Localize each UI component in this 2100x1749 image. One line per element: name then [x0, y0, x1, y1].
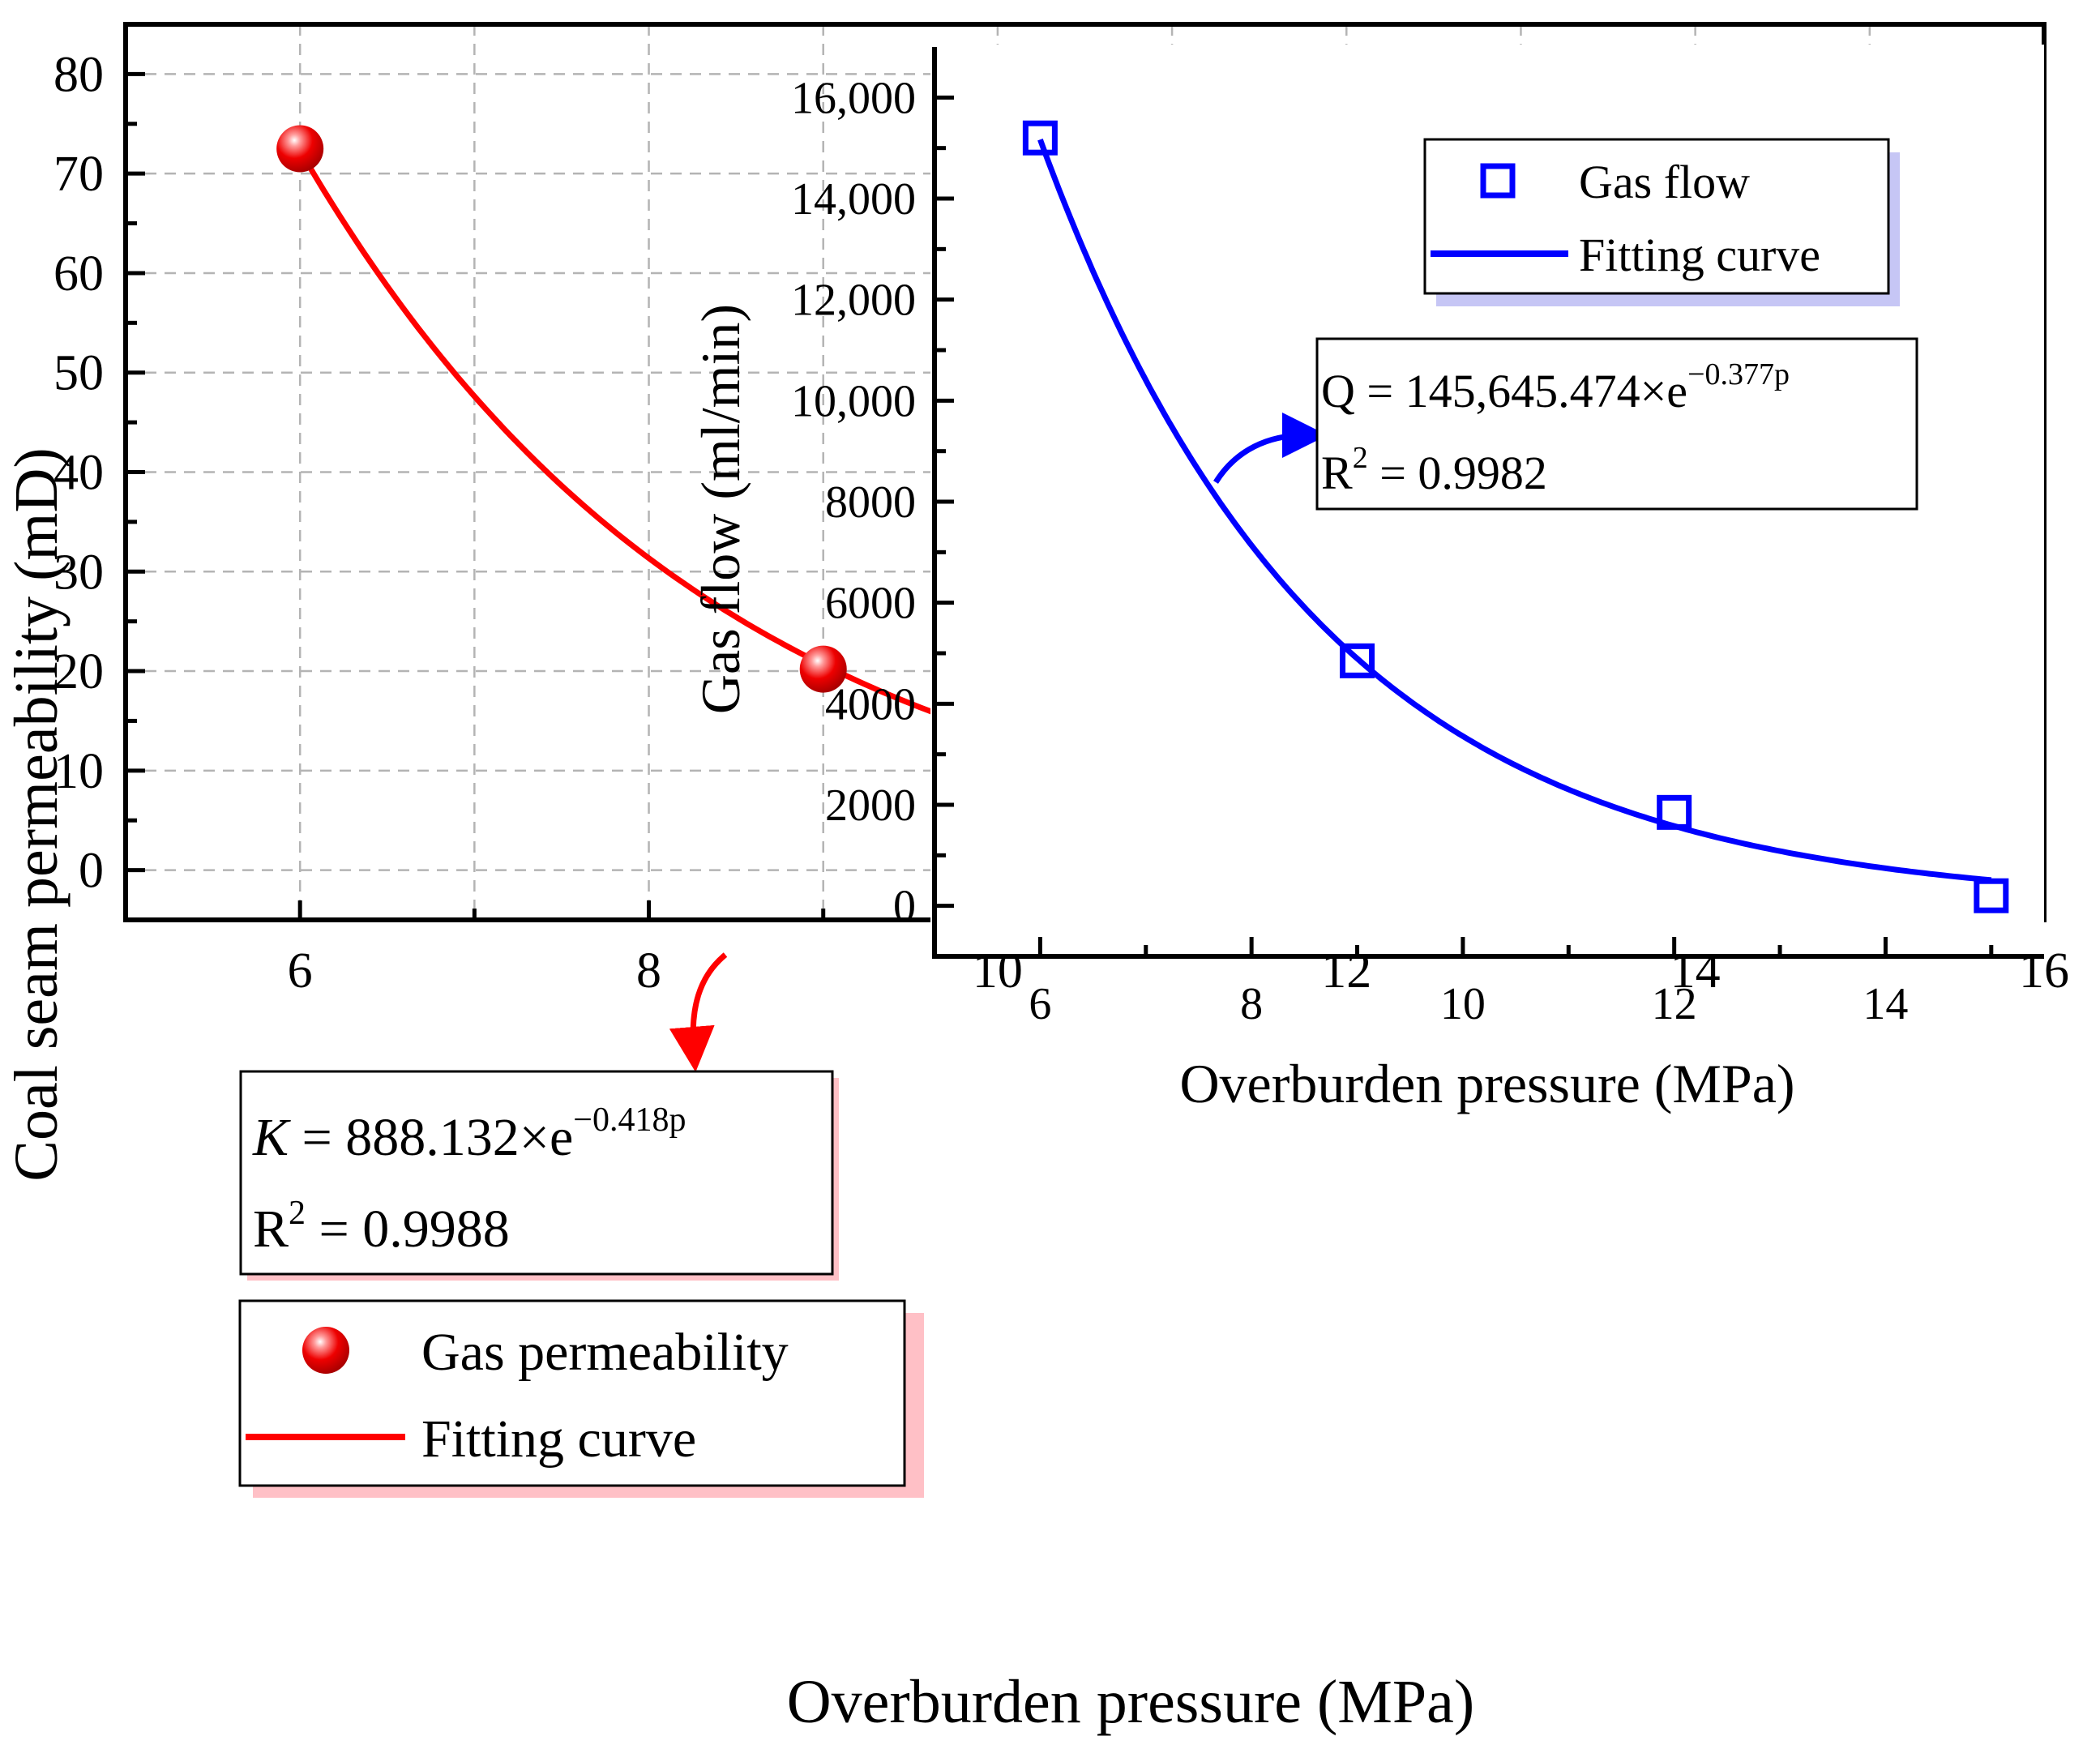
main-y-axis-title: Coal seam permeability (mD): [2, 447, 71, 1181]
main-y-tick-label: 20: [53, 644, 104, 699]
main-y-tick-label: 0: [79, 844, 104, 899]
inset-data-point: [1340, 643, 1375, 678]
main-equation-exponent: −0.418p: [573, 1101, 686, 1139]
inset-x-tick-label: 14: [1863, 979, 1908, 1029]
inset-y-tick-label: 8000: [825, 477, 916, 528]
main-equation-rest: = 888.132×e: [289, 1108, 573, 1167]
main-equation-text: K = 888.132×e−0.418p: [252, 1101, 686, 1167]
inset-y-tick-label: 10,000: [791, 376, 916, 426]
main-y-tick-label: 10: [53, 744, 104, 799]
inset-data-point: [1657, 794, 1692, 830]
main-equation-symbol: K: [252, 1108, 291, 1167]
main-x-axis-title: Overburden pressure (MPa): [787, 1668, 1474, 1736]
main-data-point: [276, 125, 324, 173]
inset-chart: 6 8 10 12 14 0 2000 4000 6000 8000 10,000 12,000 14…: [690, 45, 2044, 1114]
main-y-tick-label: 50: [53, 346, 104, 401]
inset-y-tick-label: 0: [893, 882, 916, 932]
main-equation-arrow: [669, 952, 728, 1072]
main-y-tick-label: 80: [53, 47, 104, 102]
legend-ball-marker-icon: [302, 1327, 349, 1374]
inset-y-tick-label: 14,000: [791, 174, 916, 225]
inset-data-point: [1022, 120, 1058, 156]
main-y-tick-label: 60: [53, 246, 104, 301]
main-r2-text: R2 = 0.9988: [253, 1195, 510, 1259]
inset-equation-lhs: Q = 145,645.474×e: [1321, 365, 1687, 417]
inset-x-tick-labels: 6 8 10 12 14: [1029, 979, 1908, 1029]
inset-y-axis-title: Gas flow (ml/min): [690, 304, 751, 714]
inset-y-tick-label: 12,000: [791, 276, 916, 326]
main-legend-marker-label: Gas permeability: [421, 1323, 789, 1382]
inset-y-tick-label: 4000: [825, 679, 916, 729]
inset-data-points: [1022, 120, 2009, 913]
inset-y-tick-label: 6000: [825, 579, 916, 629]
inset-equation-box: Q = 145,645.474×e−0.377p R2 = 0.9982: [1315, 337, 1918, 511]
inset-axis-frame: [932, 47, 2044, 959]
main-r2-value: = 0.9988: [306, 1199, 510, 1259]
main-y-tick-label: 40: [53, 446, 104, 501]
main-equation-box: K = 888.132×e−0.418p R2 = 0.9988: [239, 1070, 839, 1281]
inset-x-tick-label: 8: [1240, 979, 1263, 1029]
legend-square-marker-icon: [1480, 163, 1516, 199]
inset-x-axis-title: Overburden pressure (MPa): [1179, 1053, 1794, 1114]
inset-data-point: [1974, 878, 2009, 913]
main-x-tick-label: 6: [288, 943, 313, 999]
main-legend: Gas permeability Fitting curve: [238, 1299, 924, 1498]
inset-r2-value: = 0.9982: [1368, 447, 1547, 499]
inset-equation-arrow: [1213, 413, 1328, 484]
inset-x-tick-label: 6: [1029, 979, 1051, 1029]
inset-y-tick-label: 2000: [825, 780, 916, 831]
inset-y-tick-label: 16,000: [791, 73, 916, 123]
inset-equation-text: Q = 145,645.474×e−0.377p: [1321, 357, 1790, 417]
main-legend-line-label: Fitting curve: [421, 1409, 696, 1469]
inset-x-tick-label: 12: [1652, 979, 1697, 1029]
inset-tick-marks: [935, 95, 1994, 956]
inset-equation-exponent: −0.377p: [1687, 357, 1790, 391]
main-y-tick-label: 30: [53, 545, 104, 600]
main-x-tick-label: 8: [636, 943, 661, 999]
main-y-tick-labels: 0 10 20 30 40 50 60 70 80: [53, 47, 104, 898]
inset-y-tick-labels: 0 2000 4000 6000 8000 10,000 12,000 14,000 16,00…: [791, 73, 916, 931]
inset-r2-text: R2 = 0.9982: [1321, 441, 1547, 499]
inset-legend-marker-label: Gas flow: [1579, 156, 1750, 208]
inset-legend: Gas flow Fitting curve: [1423, 138, 1900, 306]
inset-x-tick-label: 10: [1440, 979, 1486, 1029]
inset-fitting-curve-path: [1037, 139, 1992, 883]
inset-legend-line-label: Fitting curve: [1579, 229, 1820, 281]
main-r2-label: R: [253, 1199, 289, 1259]
main-y-tick-label: 70: [53, 147, 104, 202]
inset-r2-sup: 2: [1353, 441, 1368, 475]
main-r2-sup: 2: [289, 1195, 306, 1232]
inset-r2-label: R: [1321, 447, 1353, 499]
main-data-point: [799, 645, 847, 693]
inset-fitting-curve: [1037, 139, 1992, 883]
